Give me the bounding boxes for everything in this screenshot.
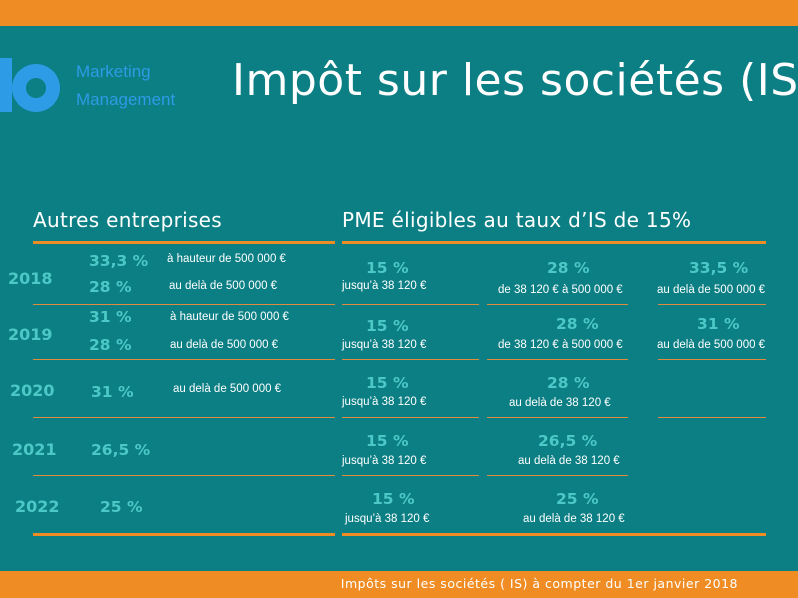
rate-description: au delà de 38 120 €: [509, 397, 611, 409]
rate-value: 15 %: [366, 317, 409, 335]
rate-value: 15 %: [366, 432, 409, 450]
year-label: 2022: [15, 497, 60, 516]
rate-value: 25 %: [100, 498, 143, 516]
rate-value: 15 %: [366, 259, 409, 277]
row-divider: [33, 359, 335, 360]
rate-value: 15 %: [366, 374, 409, 392]
table-bottom-divider: [342, 533, 766, 536]
row-divider: [342, 304, 479, 305]
row-divider: [487, 359, 628, 360]
rate-description: au delà de 500 000 €: [173, 383, 282, 395]
top-bar: [0, 0, 798, 26]
rate-value: 25 %: [556, 490, 599, 508]
rate-value: 31 %: [89, 308, 132, 326]
rate-value: 31 %: [91, 383, 134, 401]
row-divider: [33, 304, 335, 305]
section-autres-title: Autres entreprises: [33, 208, 222, 232]
row-divider: [33, 417, 335, 418]
rate-description: à hauteur de 500 000 €: [167, 253, 286, 265]
rate-description: jusqu’à 38 120 €: [345, 513, 430, 525]
rate-value: 33,5 %: [689, 259, 749, 277]
rate-value: 15 %: [372, 490, 415, 508]
row-divider: [342, 359, 479, 360]
rate-value: 28 %: [89, 336, 132, 354]
rate-value: 28 %: [89, 278, 132, 296]
table-bottom-divider: [33, 533, 335, 536]
rate-description: jusqu’à 38 120 €: [342, 396, 427, 408]
row-divider: [33, 475, 335, 476]
row-divider: [342, 475, 479, 476]
year-label: 2021: [12, 440, 57, 459]
rate-value: 31 %: [697, 315, 740, 333]
rate-description: jusqu’à 38 120 €: [342, 455, 427, 467]
rate-value: 26,5 %: [91, 441, 151, 459]
year-label: 2020: [10, 381, 55, 400]
row-divider: [658, 359, 766, 360]
row-divider: [658, 417, 766, 418]
year-label: 2018: [8, 269, 53, 288]
rate-description: jusqu’à 38 120 €: [342, 280, 427, 292]
row-divider: [487, 304, 628, 305]
rate-description: au delà de 500 000 €: [657, 284, 766, 296]
section-pme-title: PME éligibles au taux d’IS de 15%: [342, 208, 692, 232]
logo-icon: [0, 58, 60, 112]
rate-value: 33,3 %: [89, 252, 149, 270]
rate-value: 26,5 %: [538, 432, 598, 450]
header-divider-pme: [342, 241, 766, 244]
header-divider-autres: [33, 241, 335, 244]
row-divider: [658, 304, 766, 305]
page-title: Impôt sur les sociétés (IS): [232, 55, 798, 106]
year-label: 2019: [8, 325, 53, 344]
rate-description: au delà de 500 000 €: [170, 339, 279, 351]
rate-description: au delà de 500 000 €: [657, 339, 766, 351]
rate-description: de 38 120 € à 500 000 €: [498, 284, 623, 296]
rate-description: jusqu’à 38 120 €: [342, 339, 427, 351]
rate-value: 28 %: [547, 259, 590, 277]
footer-caption: Impôts sur les sociétés ( IS) à compter …: [340, 576, 738, 591]
logo-text-line2: Management: [76, 90, 176, 109]
rate-description: au delà de 38 120 €: [523, 513, 625, 525]
row-divider: [487, 475, 628, 476]
rate-description: de 38 120 € à 500 000 €: [498, 339, 623, 351]
bottom-bar: [0, 571, 798, 598]
rate-description: au delà de 500 000 €: [169, 280, 278, 292]
logo-text-line1: Marketing: [76, 62, 151, 81]
rate-description: à hauteur de 500 000 €: [170, 311, 289, 323]
row-divider: [342, 417, 479, 418]
rate-value: 28 %: [556, 315, 599, 333]
rate-value: 28 %: [547, 374, 590, 392]
rate-description: au delà de 38 120 €: [518, 455, 620, 467]
row-divider: [487, 417, 628, 418]
